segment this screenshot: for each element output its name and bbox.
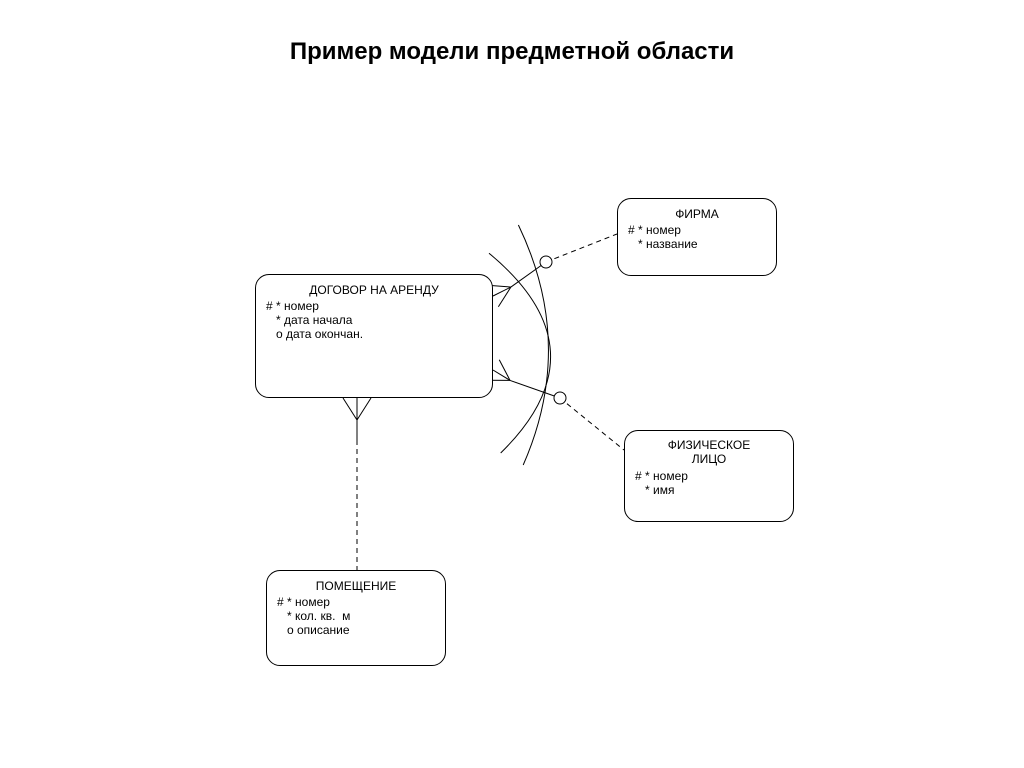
entity-room-attr-1: * кол. кв. м <box>277 609 435 623</box>
entity-firm-attr-1: * название <box>628 237 766 251</box>
entity-room: ПОМЕЩЕНИЕ # * номер * кол. кв. м o описа… <box>266 570 446 666</box>
entity-room-attr-0: # * номер <box>277 595 435 609</box>
entity-person: ФИЗИЧЕСКОЕЛИЦО # * номер * имя <box>624 430 794 522</box>
connectors-layer <box>0 0 1024 768</box>
page-title: Пример модели предметной области <box>0 38 1024 66</box>
entity-contract-title: ДОГОВОР НА АРЕНДУ <box>266 283 482 297</box>
entity-contract-attr-1: * дата начала <box>266 313 482 327</box>
entity-person-attr-1: * имя <box>635 483 783 497</box>
entity-firm: ФИРМА # * номер * название <box>617 198 777 276</box>
entity-person-title: ФИЗИЧЕСКОЕЛИЦО <box>635 439 783 467</box>
entity-room-title: ПОМЕЩЕНИЕ <box>277 579 435 593</box>
entity-room-attr-2: o описание <box>277 623 435 637</box>
entity-person-attr-0: # * номер <box>635 469 783 483</box>
entity-contract-attr-2: o дата окончан. <box>266 327 482 341</box>
entity-contract: ДОГОВОР НА АРЕНДУ # * номер * дата начал… <box>255 274 493 398</box>
entity-firm-attr-0: # * номер <box>628 223 766 237</box>
entity-firm-title: ФИРМА <box>628 207 766 221</box>
entity-contract-attr-0: # * номер <box>266 299 482 313</box>
